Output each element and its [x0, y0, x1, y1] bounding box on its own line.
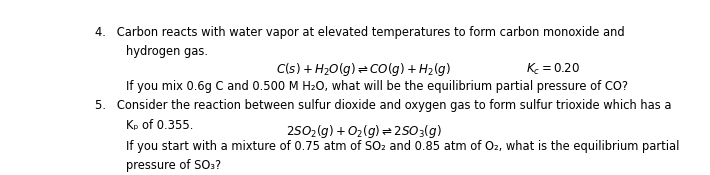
- Text: $K_c = 0.20$: $K_c = 0.20$: [526, 61, 581, 76]
- Text: If you start with a mixture of 0.75 atm of SO₂ and 0.85 atm of O₂, what is the e: If you start with a mixture of 0.75 atm …: [126, 140, 679, 153]
- Text: $2SO_2(g) + O_2(g) \rightleftharpoons 2SO_3(g)$: $2SO_2(g) + O_2(g) \rightleftharpoons 2S…: [286, 123, 442, 140]
- Text: 5.   Consider the reaction between sulfur dioxide and oxygen gas to form sulfur : 5. Consider the reaction between sulfur …: [95, 99, 672, 112]
- Text: pressure of SO₃?: pressure of SO₃?: [126, 159, 222, 172]
- Text: 4.   Carbon reacts with water vapor at elevated temperatures to form carbon mono: 4. Carbon reacts with water vapor at ele…: [95, 26, 625, 39]
- Text: hydrogen gas.: hydrogen gas.: [126, 45, 208, 58]
- Text: If you mix 0.6g C and 0.500 M H₂O, what will be the equilibrium partial pressure: If you mix 0.6g C and 0.500 M H₂O, what …: [126, 80, 628, 93]
- Text: $C(s) + H_2O(g) \rightleftharpoons CO(g) + H_2(g)$: $C(s) + H_2O(g) \rightleftharpoons CO(g)…: [276, 61, 452, 78]
- Text: Kₚ of 0.355.: Kₚ of 0.355.: [126, 119, 194, 132]
